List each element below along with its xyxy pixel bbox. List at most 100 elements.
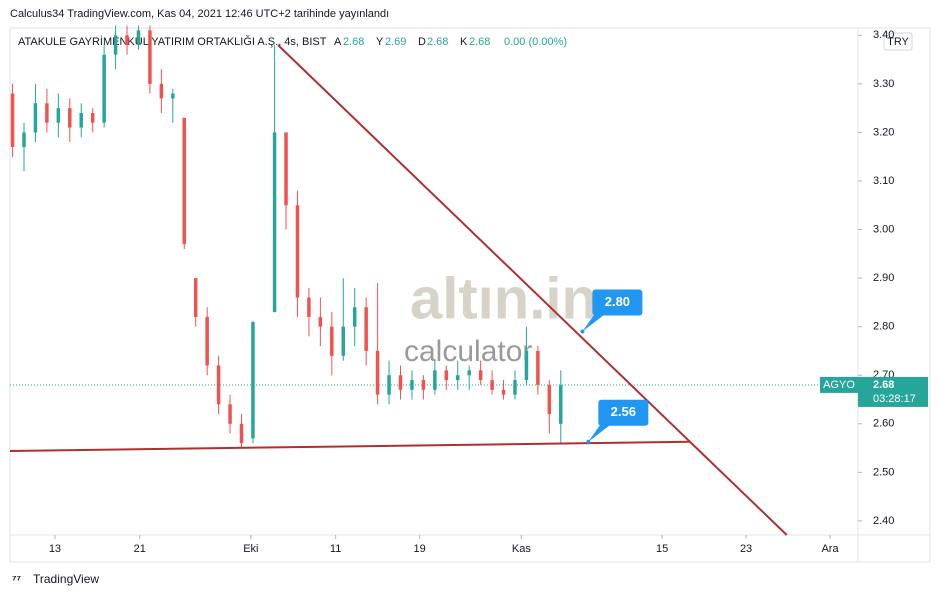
price-tag-countdown: 03:28:17	[873, 393, 916, 405]
y-tick-label: 2.60	[873, 418, 894, 430]
candle-body	[410, 380, 414, 390]
candle-body	[536, 350, 540, 385]
candle-body	[136, 30, 141, 45]
candle-body	[330, 326, 334, 356]
candle-body	[205, 316, 209, 366]
callout: 2.80	[580, 289, 643, 334]
candle-body	[102, 54, 106, 123]
trendline	[9, 440, 691, 452]
candle-body	[56, 108, 61, 123]
ohlc-key: K	[460, 36, 468, 48]
price-tag	[858, 376, 928, 407]
y-tick-label: 2.80	[873, 321, 894, 333]
watermark-sub: calculator	[404, 335, 532, 368]
candle-body	[318, 316, 323, 327]
frame	[9, 27, 931, 563]
price-tag-value: 2.68	[873, 379, 894, 391]
candle-body	[272, 132, 277, 313]
y-tick-label: 3.40	[873, 29, 894, 41]
candle-body	[444, 370, 449, 381]
published-note: Calculus34 TradingView.com, Kas 04, 2021…	[10, 8, 389, 20]
x-tick-label: 15	[656, 543, 668, 555]
trendline	[277, 44, 788, 536]
candle-body	[387, 375, 391, 395]
y-tick-label: 3.10	[873, 175, 894, 187]
callout-pointer	[582, 311, 609, 332]
x-tick-label: 13	[49, 543, 61, 555]
candle-body	[547, 384, 552, 415]
candle-body	[467, 370, 471, 376]
x-tick-label: 11	[330, 543, 341, 555]
candle-body	[375, 350, 380, 395]
candle-body	[501, 389, 506, 395]
x-tick-label: 23	[740, 543, 752, 555]
candle-body	[307, 297, 311, 317]
callout-label: 2.80	[605, 294, 630, 309]
ohlc-value: 2.68	[427, 36, 448, 48]
candle-body	[171, 93, 175, 99]
x-tick-label: Eki	[243, 543, 258, 555]
candle-body	[228, 404, 232, 424]
ohlc-key: Y	[376, 36, 384, 48]
candle-body	[352, 307, 357, 327]
watermark-brand: altın.in	[410, 266, 597, 331]
y-tick-label: 2.90	[873, 272, 894, 284]
candle-body	[478, 370, 483, 381]
callout-anchor	[586, 439, 591, 444]
candle-body	[193, 278, 198, 317]
x-tick-label: 21	[134, 543, 146, 555]
callout: 2.56	[586, 399, 649, 444]
candle-body	[284, 132, 288, 206]
candle-body	[90, 112, 95, 123]
callout-label: 2.56	[611, 404, 636, 419]
y-tick-label: 2.50	[873, 466, 894, 478]
candle-body	[433, 370, 437, 390]
symbol-tag	[820, 376, 858, 393]
x-tick-label: Ara	[821, 543, 839, 555]
candle-body	[45, 103, 49, 123]
candle-body	[79, 112, 83, 128]
symbol-title: ATAKULE GAYRİMENKUL YATIRIM ORTAKLIĞI A.…	[18, 35, 327, 48]
candle-body	[398, 375, 403, 390]
candle-body	[159, 83, 164, 99]
tv-logo: ⁷⁷	[12, 574, 22, 586]
candle-body	[524, 350, 529, 381]
candle-body	[148, 30, 152, 84]
ohlc-key: D	[418, 36, 426, 48]
ohlc-value: 2.68	[469, 36, 490, 48]
candle-body	[239, 423, 244, 444]
ohlc-value: 2.69	[385, 36, 406, 48]
currency: TRY	[887, 36, 909, 48]
callout-anchor	[580, 329, 585, 334]
x-tick-label: 19	[413, 543, 425, 555]
candle-body	[490, 380, 494, 390]
footer: TradingView	[33, 572, 99, 586]
candle-body	[33, 103, 38, 133]
candle-body	[251, 321, 255, 439]
ohlc-key: A	[334, 36, 342, 48]
candle-body	[364, 307, 368, 351]
candle-body	[421, 380, 426, 390]
y-tick-label: 2.40	[873, 515, 894, 527]
callout-pointer	[588, 421, 615, 442]
candle-body	[513, 380, 517, 395]
symbol-tag-label: AGYO	[823, 379, 855, 391]
candle-body	[216, 365, 221, 405]
candle-body	[125, 35, 129, 45]
candle-body	[113, 35, 118, 55]
y-tick-label: 3.30	[873, 78, 894, 90]
callout-box	[598, 399, 649, 426]
candle-body	[295, 205, 300, 298]
callout-box	[592, 289, 643, 316]
candle-body	[68, 108, 72, 128]
y-tick-label: 3.00	[873, 223, 894, 235]
candle-body	[182, 117, 187, 245]
candle-body	[341, 326, 346, 356]
candle-body	[559, 384, 563, 424]
candle-body	[10, 93, 15, 147]
candle-body	[22, 132, 26, 147]
ohlc-value: 2.68	[343, 36, 364, 48]
candle-body	[455, 375, 460, 381]
